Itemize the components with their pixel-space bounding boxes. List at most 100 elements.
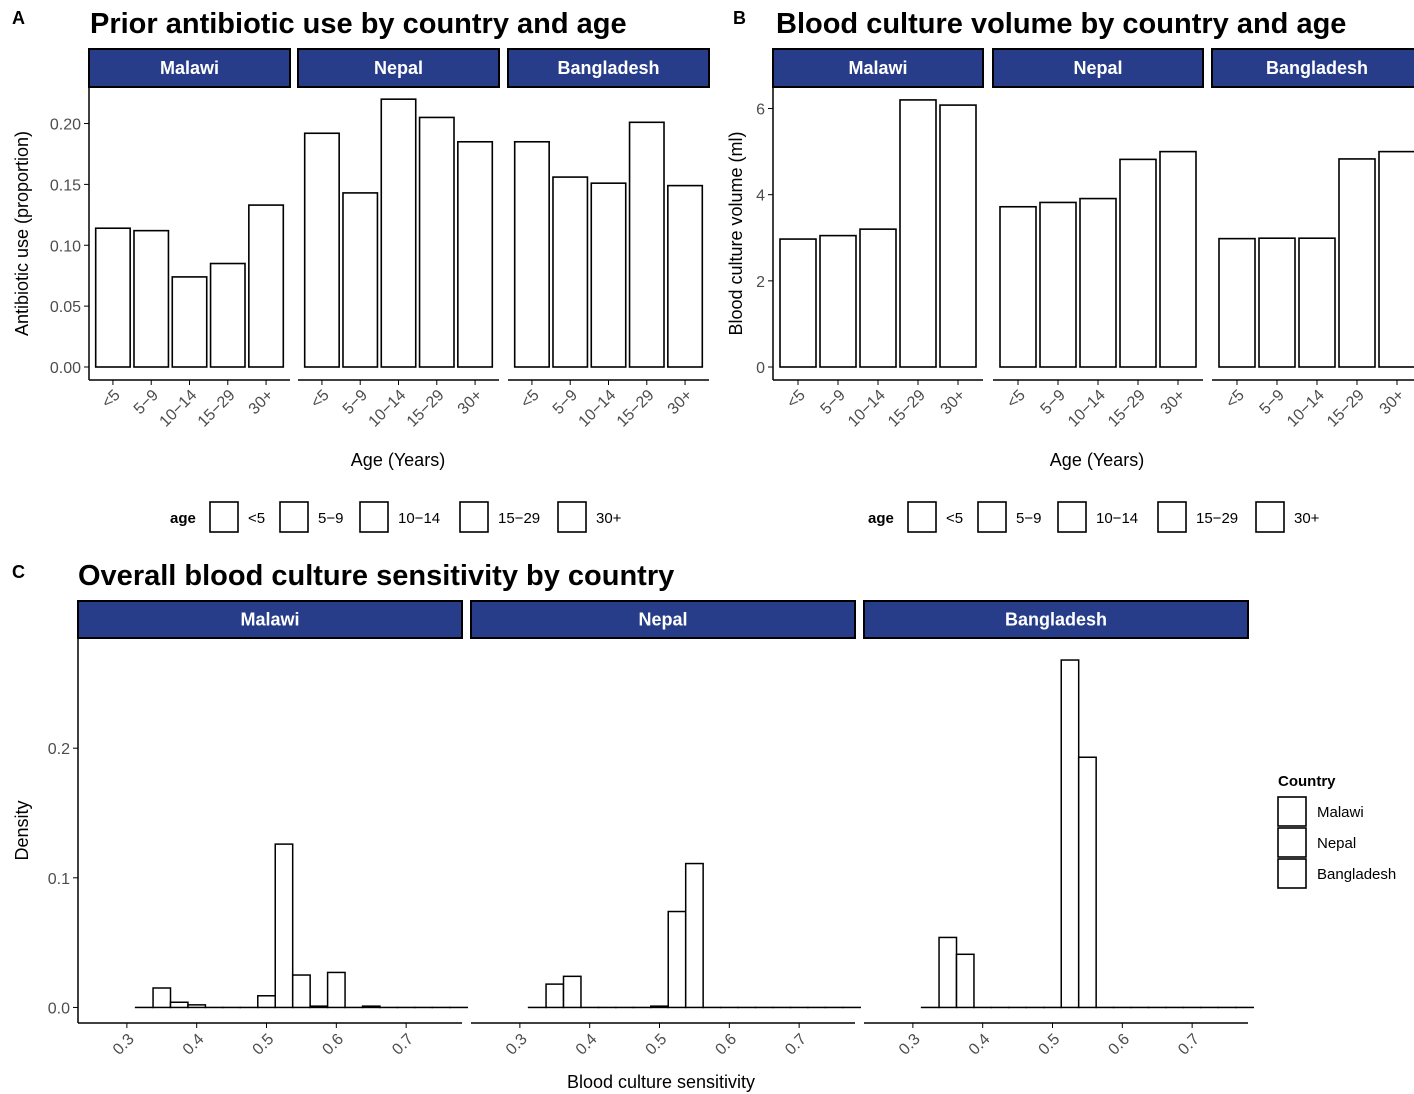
panel-a-x-tick-label: <5: [308, 387, 333, 412]
panel-a-bar: [628, 121, 665, 368]
panel-b-x-tick-label: 15−29: [1324, 387, 1368, 431]
panel-a-x-tick-label: 10−14: [576, 387, 620, 431]
panel-c-legend-key: [1277, 827, 1307, 858]
panel-b-x-tick-label: 30+: [938, 387, 969, 418]
panel-a-legend-label: 15−29: [498, 510, 540, 527]
panel-c-y-tick-label: 0.2: [48, 741, 70, 758]
panel-a-legend-key: [557, 501, 587, 533]
panel-c-y-axis-title: Density: [12, 800, 32, 860]
panel-c-letter: C: [12, 562, 25, 582]
panel-a-bar: [418, 116, 455, 368]
panel-a-title: Prior antibiotic use by country and age: [90, 8, 627, 40]
panel-b-strip-label: Bangladesh: [1266, 58, 1368, 78]
panel-c-histogram-bar: [650, 1005, 669, 1009]
panel-b-bar: [1039, 201, 1077, 368]
panel-c-x-tick-label: 0.3: [503, 1031, 531, 1059]
panel-c-histogram-bar: [326, 971, 346, 1009]
panel-a-legend-key: [459, 501, 489, 533]
panel-b-legend-key: [1255, 501, 1285, 533]
panel-c-histogram-bar: [169, 1001, 189, 1009]
panel-b-bar: [1119, 158, 1157, 368]
panel-a-bar: [171, 276, 208, 368]
panel-b-bar: [779, 238, 817, 368]
panel-c-histogram-bar: [291, 974, 311, 1009]
panel-b-letter: B: [733, 8, 746, 28]
panel-c-histogram-bar: [684, 862, 704, 1009]
panel-b-x-tick-label: 30+: [1377, 387, 1408, 418]
panel-a-strip-label: Bangladesh: [557, 58, 659, 78]
panel-b-legend-key: [977, 501, 1007, 533]
panel-a-legend-label: <5: [248, 510, 265, 527]
panel-a-strip-label: Malawi: [160, 58, 219, 78]
panel-a-x-tick-label: 30+: [246, 387, 277, 418]
panel-c-x-tick-label: 0.5: [250, 1031, 278, 1059]
panel-c-legend-title: Country: [1278, 773, 1336, 790]
panel-a-legend-label: 10−14: [398, 510, 440, 527]
panel-c-x-tick-label: 0.4: [966, 1031, 994, 1059]
panel-b-x-tick-label: <5: [1004, 387, 1029, 412]
panel-c-histogram-bar: [257, 995, 276, 1009]
panel-a-x-tick-label: 5−9: [550, 387, 581, 418]
panel-c-histogram-bar: [562, 975, 582, 1009]
panel-c-legend-key: [1277, 858, 1307, 889]
panel-a-bar: [133, 229, 170, 368]
panel-c-y-tick-label: 0.0: [48, 1000, 70, 1017]
panel-c-legend-label: Malawi: [1317, 804, 1364, 821]
panel-b-legend-key: [1057, 501, 1087, 533]
panel-a-x-tick-label: <5: [99, 387, 124, 412]
panel-b-y-tick-label: 2: [756, 274, 765, 291]
panel-c-histogram-bar: [187, 1004, 207, 1009]
panel-a-bar: [590, 182, 627, 368]
panel-b-x-tick-label: 15−29: [1105, 387, 1149, 431]
panel-c-strip-label: Nepal: [638, 610, 687, 630]
panel-c-strip-label: Bangladesh: [1005, 610, 1107, 630]
panel-a-strip-label: Nepal: [374, 58, 423, 78]
panel-c-x-tick-label: 0.6: [1105, 1031, 1133, 1059]
panel-a-y-tick-label: 0.10: [50, 238, 81, 255]
panel-c-histogram-bar: [667, 910, 687, 1009]
panel-a-bar: [342, 192, 379, 368]
panel-a-strip-bangladesh: [507, 48, 710, 88]
panel-b-bar: [939, 104, 977, 368]
panel-a-x-axis-title: Age (Years): [351, 450, 445, 470]
panel-c-histogram-bar: [955, 953, 975, 1009]
panel-b-x-tick-label: 10−14: [845, 387, 889, 431]
panel-c-x-axis-title: Blood culture sensitivity: [567, 1072, 755, 1092]
panel-a-bar: [380, 98, 417, 368]
panel-b-title: Blood culture volume by country and age: [776, 8, 1346, 40]
panel-b-legend-label: 10−14: [1096, 510, 1138, 527]
panel-a-bar: [667, 184, 704, 368]
panel-a-letter: A: [12, 8, 25, 28]
panel-a-legend-label: 30+: [596, 510, 622, 527]
panel-c-x-tick-label: 0.6: [712, 1031, 740, 1059]
panel-c-x-tick-label: 0.7: [1175, 1031, 1203, 1059]
panel-b-legend-label: <5: [946, 510, 963, 527]
panel-c-histogram-bar: [361, 1005, 381, 1009]
panel-b-legend-label: 30+: [1294, 510, 1320, 527]
panel-b-strip-nepal: [992, 48, 1204, 88]
panel-c-histogram-bar: [1060, 659, 1080, 1009]
panel-b-strip-malawi: [772, 48, 984, 88]
panel-b-legend-title: age: [868, 510, 894, 527]
panel-b-bar: [1218, 237, 1256, 368]
panel-c-strip-nepal: [470, 600, 856, 639]
panel-c-x-tick-label: 0.5: [643, 1031, 671, 1059]
panel-b-x-tick-label: 10−14: [1065, 387, 1109, 431]
panel-a-strip-malawi: [88, 48, 291, 88]
panel-c-y-tick-label: 0.1: [48, 871, 70, 888]
panel-c-title: Overall blood culture sensitivity by cou…: [78, 560, 674, 592]
panel-c-x-tick-label: 0.4: [180, 1031, 208, 1059]
panel-b-legend-key: [1157, 501, 1187, 533]
panel-c-x-tick-label: 0.7: [782, 1031, 810, 1059]
panel-b-x-tick-label: <5: [784, 387, 809, 412]
panel-b-bar: [1378, 150, 1414, 368]
panel-c-x-tick-label: 0.7: [389, 1031, 417, 1059]
panel-b-x-tick-label: 30+: [1158, 387, 1189, 418]
panel-a-bar: [303, 132, 340, 368]
panel-a-legend-title: age: [170, 510, 196, 527]
panel-b-x-axis-title: Age (Years): [1050, 450, 1144, 470]
panel-c-x-tick-label: 0.3: [896, 1031, 924, 1059]
panel-a-y-tick-label: 0.05: [50, 299, 81, 316]
panel-c-strip-label: Malawi: [240, 610, 299, 630]
